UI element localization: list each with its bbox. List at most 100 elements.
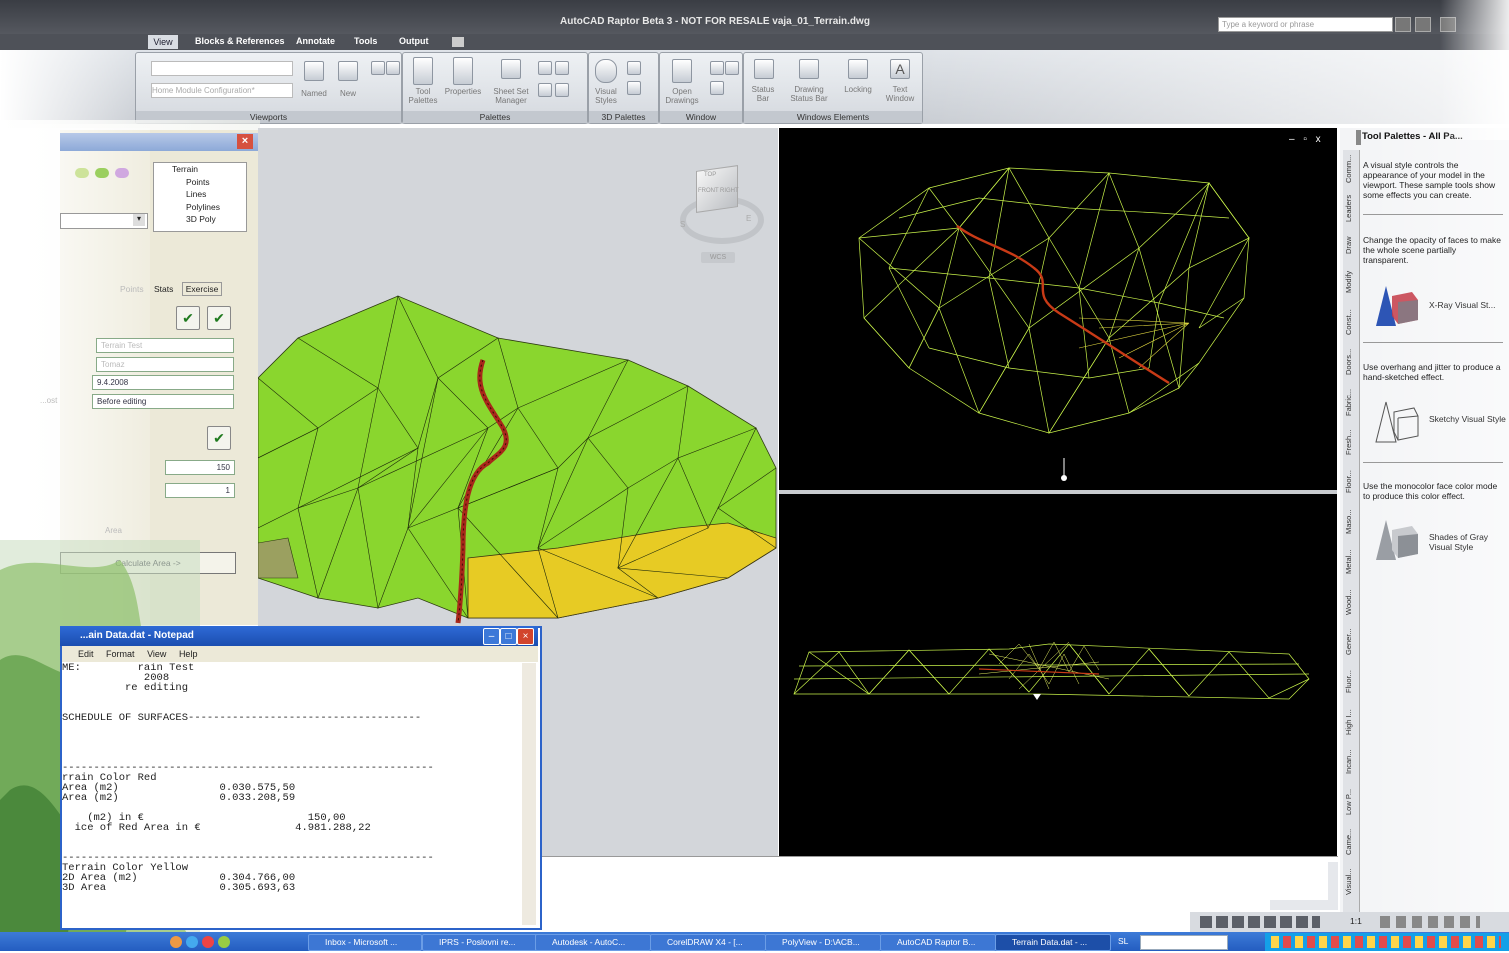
notepad-scrollbar[interactable]: [522, 663, 536, 925]
date-field[interactable]: 9.4.2008: [92, 375, 234, 390]
sheet-set-manager-icon[interactable]: [501, 59, 521, 79]
pick-area-button[interactable]: ✔: [207, 426, 231, 450]
module-config-select[interactable]: Home Module Configuration*: [151, 83, 293, 98]
tree-item-lines[interactable]: Lines: [186, 189, 207, 199]
viewcube[interactable]: TOP FRONT RIGHT S E: [676, 158, 764, 244]
price-field[interactable]: 150: [165, 460, 235, 475]
description-field[interactable]: Before editing: [92, 394, 234, 409]
menu-edit[interactable]: Edit: [78, 649, 94, 659]
tool-palettes-icon[interactable]: [413, 57, 433, 85]
layer-select[interactable]: [60, 213, 148, 229]
tree-item-3d-poly[interactable]: 3D Poly: [186, 214, 216, 224]
palette-tab[interactable]: Const...: [1344, 309, 1353, 335]
close-icon[interactable]: ×: [237, 134, 253, 149]
task-coreldraw[interactable]: CorelDRAW X4 - [...: [650, 934, 766, 951]
task-autocad[interactable]: AutoCAD Raptor B...: [880, 934, 996, 951]
palette-tab[interactable]: Low P...: [1344, 788, 1353, 816]
tile-horizontal-icon[interactable]: [710, 61, 724, 75]
palette-tab[interactable]: Doors...: [1344, 348, 1353, 376]
palette-tab[interactable]: Fabric...: [1344, 388, 1353, 416]
palette-tab[interactable]: Comm...: [1344, 154, 1353, 184]
dbconnect-icon[interactable]: [555, 83, 569, 97]
app-icon[interactable]: [186, 936, 198, 948]
chevron-down-icon[interactable]: ▾: [133, 214, 145, 226]
factor-field[interactable]: 1: [165, 483, 235, 498]
ribbon-toggle-icon[interactable]: [452, 37, 464, 47]
calculator-icon[interactable]: [538, 83, 552, 97]
palette-tab[interactable]: Came...: [1344, 828, 1353, 856]
palette-tab[interactable]: High I...: [1344, 709, 1353, 735]
lights-icon[interactable]: [627, 61, 641, 75]
palette-tab[interactable]: Gener...: [1344, 628, 1353, 656]
status-extras-icon[interactable]: [1380, 916, 1480, 928]
palette-tab[interactable]: Visual...: [1344, 868, 1353, 896]
text-window-icon[interactable]: A: [890, 59, 910, 79]
notepad-window[interactable]: [60, 626, 542, 930]
taskbar-search[interactable]: [1140, 935, 1228, 950]
palette-tab[interactable]: Fluor...: [1344, 670, 1353, 694]
palette-tab[interactable]: Modify: [1344, 270, 1353, 294]
command-scrollbar[interactable]: [1328, 862, 1338, 902]
open-drawings-icon[interactable]: [672, 59, 692, 83]
tab-exercise[interactable]: Exercise: [181, 282, 223, 296]
visual-styles-icon[interactable]: [595, 59, 617, 83]
status-bar-icon[interactable]: [754, 59, 774, 79]
xray-style-icon[interactable]: [1372, 280, 1422, 330]
task-polyview[interactable]: PolyView - D:\ACB...: [765, 934, 881, 951]
properties-icon[interactable]: [453, 57, 473, 85]
pick-button[interactable]: ✔: [176, 306, 200, 330]
viewport-top[interactable]: – ▫ x: [779, 128, 1337, 490]
menu-view[interactable]: View: [147, 649, 167, 659]
new-viewport-icon[interactable]: [338, 61, 358, 81]
tree-item-polylines[interactable]: Polylines: [186, 201, 221, 212]
palette-tab[interactable]: Incan...: [1344, 749, 1353, 775]
minimize-viewport-icon[interactable]: –: [1289, 134, 1295, 145]
horizontal-scrollbar[interactable]: [1270, 900, 1338, 910]
lock-icon[interactable]: [848, 59, 868, 79]
tab-blocks-references[interactable]: Blocks & References: [195, 36, 285, 46]
help-icon[interactable]: [1415, 17, 1431, 32]
menu-format[interactable]: Format: [106, 649, 135, 659]
app-icon[interactable]: [202, 936, 214, 948]
viewport-dropdown[interactable]: [151, 61, 293, 76]
author-field[interactable]: Tomaz: [96, 357, 234, 372]
search-input[interactable]: Type a keyword or phrase: [1218, 17, 1393, 32]
design-center-icon[interactable]: [538, 61, 552, 75]
minimize-icon[interactable]: –: [483, 628, 500, 645]
language-indicator[interactable]: SL: [1118, 936, 1129, 946]
palette-grip[interactable]: [1356, 130, 1361, 145]
task-terrain-data[interactable]: Terrain Data.dat - ...: [995, 934, 1111, 951]
wcs-menu[interactable]: WCS: [701, 252, 735, 263]
markup-icon[interactable]: [555, 61, 569, 75]
named-viewports-icon[interactable]: [304, 61, 324, 81]
cascade-icon[interactable]: [710, 81, 724, 95]
viewport-front[interactable]: [779, 494, 1337, 856]
search-icon[interactable]: [1395, 17, 1411, 32]
annotation-scale[interactable]: 1:1: [1350, 916, 1362, 926]
app-icon[interactable]: [218, 936, 230, 948]
tray-icons[interactable]: [1271, 936, 1501, 948]
tree-item-terrain[interactable]: Terrain: [172, 164, 198, 174]
maximize-icon[interactable]: □: [500, 628, 517, 645]
task-inbox[interactable]: Inbox - Microsoft ...: [308, 934, 422, 951]
notepad-text-area[interactable]: ME: rain Test 2008 re editing SCHEDULE O…: [62, 663, 522, 925]
tab-view[interactable]: View: [148, 35, 178, 49]
sketchy-style-icon[interactable]: [1372, 396, 1422, 446]
pick-button-2[interactable]: ✔: [207, 306, 231, 330]
viewport-divider[interactable]: [779, 490, 1337, 494]
viewport-join-icon[interactable]: [386, 61, 400, 75]
palette-tab[interactable]: Fresh...: [1344, 429, 1353, 455]
shades-of-gray-icon[interactable]: [1372, 514, 1422, 564]
palette-tab[interactable]: Leaders: [1344, 194, 1353, 222]
palette-tab[interactable]: Floor...: [1344, 470, 1353, 494]
drawing-status-bar-icon[interactable]: [799, 59, 819, 79]
palette-tab[interactable]: Metal...: [1344, 549, 1353, 575]
palette-tab[interactable]: Wood...: [1344, 589, 1353, 615]
tree-item-points[interactable]: Points: [186, 176, 210, 187]
tab-stats[interactable]: Stats: [154, 284, 174, 294]
tab-annotate[interactable]: Annotate: [296, 36, 335, 46]
palette-tab[interactable]: Maso...: [1344, 509, 1353, 535]
task-iprs[interactable]: IPRS - Poslovni re...: [422, 934, 538, 951]
tile-vertical-icon[interactable]: [725, 61, 739, 75]
app-icon[interactable]: [170, 936, 182, 948]
